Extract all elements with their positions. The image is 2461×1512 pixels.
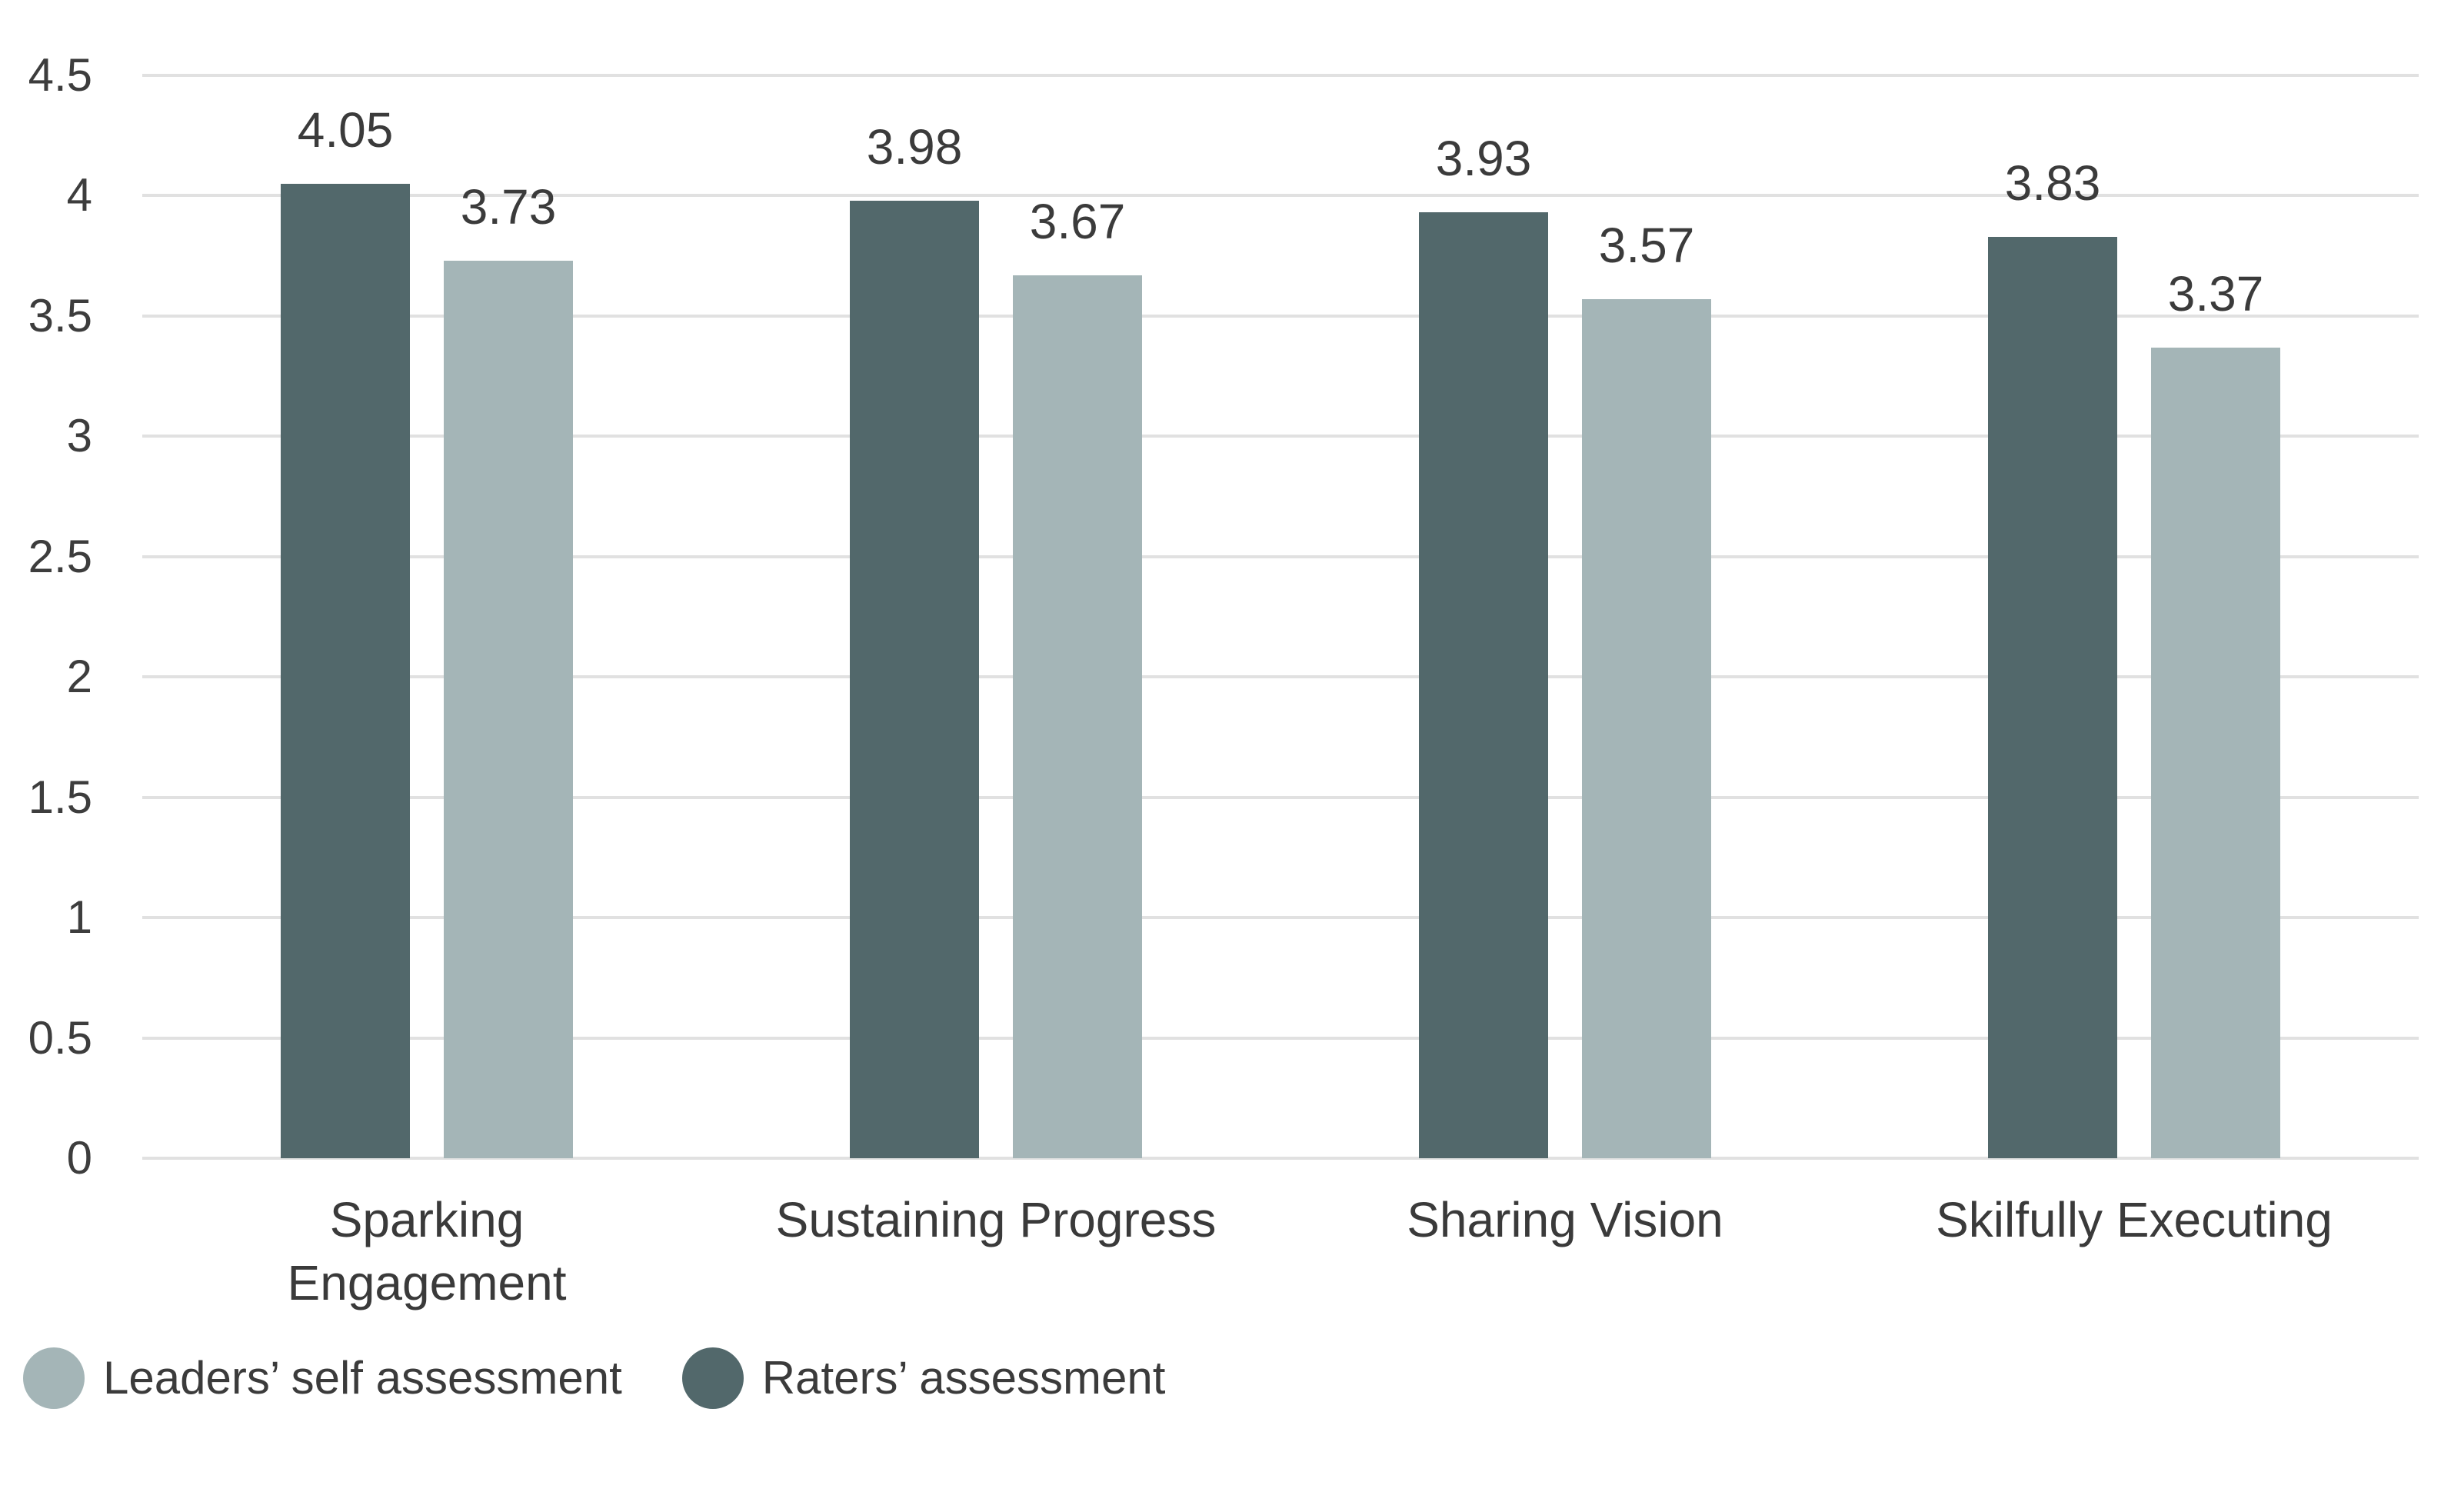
bar-cell: 3.37 <box>2151 269 2280 1158</box>
bar-leaders-self-assessment <box>444 260 573 1158</box>
bar-cell: 3.67 <box>1013 197 1142 1158</box>
bar-raters-assessment <box>281 183 410 1158</box>
x-axis-label-line: Sustaining Progress <box>775 1192 1217 1247</box>
gridline-y-0.5 <box>142 1036 2419 1040</box>
bar-cell: 3.93 <box>1419 134 1548 1158</box>
plot-area: 4.5 4 3.5 3 2.5 2 1.5 1 0.5 0 4.05 3.73 3.98 3.67 3.93… <box>28 52 2419 1181</box>
y-axis-tick-label: 2.5 <box>28 530 92 582</box>
y-axis-tick-label: 0 <box>66 1132 92 1184</box>
bar-group-sparking-engagement: 4.05 3.73 <box>142 105 711 1158</box>
x-axis-label-line: Engagement <box>287 1254 567 1311</box>
bar-group-sharing-vision: 3.93 3.57 <box>1280 134 1850 1158</box>
bar-group-sustaining-progress: 3.98 3.67 <box>711 122 1280 1158</box>
x-axis-label-line: Skilfully Executing <box>1936 1192 2333 1247</box>
y-axis-tick-label: 1.5 <box>28 771 92 823</box>
y-axis-tick-label: 4 <box>66 169 92 221</box>
x-axis-label-line: Sharing Vision <box>1407 1192 1723 1247</box>
bar-cell: 3.73 <box>444 182 573 1158</box>
chart-legend: Leaders’ self assessment Raters’ assessm… <box>23 1347 1165 1409</box>
legend-item-raters-assessment: Raters’ assessment <box>681 1347 1166 1409</box>
y-axis-tick-label: 2 <box>66 651 92 703</box>
gridline-y-4.5 <box>142 74 2419 77</box>
x-axis-category-label: Sparking Engagement <box>142 1189 711 1315</box>
legend-item-leaders-self-assessment: Leaders’ self assessment <box>23 1347 622 1409</box>
bar-cell: 3.83 <box>1988 158 2117 1158</box>
bar-value-label: 3.57 <box>1598 218 1695 273</box>
y-axis-tick-label: 1 <box>66 891 92 944</box>
bar-value-label: 3.93 <box>1435 131 1532 187</box>
bar-value-label: 3.37 <box>2167 265 2264 321</box>
bar-cell: 4.05 <box>281 105 410 1158</box>
gridline-y-0 <box>142 1157 2419 1160</box>
bar-leaders-self-assessment <box>2151 347 2280 1158</box>
y-axis-tick-label: 4.5 <box>28 49 92 101</box>
bar-raters-assessment <box>1419 212 1548 1158</box>
bar-value-label: 3.98 <box>866 118 963 175</box>
bar-cell: 3.98 <box>850 122 979 1158</box>
x-axis-labels: Sparking Engagement Sustaining Progress Sha… <box>142 1189 2419 1320</box>
gridline-y-3.5 <box>142 314 2419 318</box>
x-axis-category-label: Sharing Vision <box>1280 1189 1850 1252</box>
x-axis-label-line: Sparking <box>329 1192 525 1247</box>
gridline-y-4 <box>142 194 2419 198</box>
bar-cell: 3.57 <box>1582 221 1711 1158</box>
y-axis-tick-label: 0.5 <box>28 1011 92 1064</box>
bar-value-label: 3.67 <box>1029 193 1126 249</box>
bar-raters-assessment <box>850 200 979 1158</box>
bar-leaders-self-assessment <box>1013 275 1142 1158</box>
legend-circle-marker-icon <box>23 1347 85 1409</box>
legend-label: Raters’ assessment <box>761 1352 1166 1404</box>
bar-raters-assessment <box>1988 236 2117 1158</box>
legend-circle-marker-icon <box>681 1347 744 1409</box>
bar-value-label: 4.05 <box>297 102 394 158</box>
x-axis-category-label: Sustaining Progress <box>711 1189 1280 1252</box>
bar-leaders-self-assessment <box>1582 299 1711 1158</box>
x-axis-category-label: Skilfully Executing <box>1850 1189 2419 1252</box>
gridline-y-1.5 <box>142 795 2419 799</box>
bar-value-label: 3.83 <box>2004 155 2101 211</box>
legend-label: Leaders’ self assessment <box>103 1352 622 1404</box>
gridline-y-2.5 <box>142 555 2419 558</box>
bar-value-label: 3.73 <box>460 178 557 235</box>
gridline-y-3 <box>142 435 2419 438</box>
gridline-y-2 <box>142 675 2419 679</box>
y-axis-tick-label: 3 <box>66 410 92 462</box>
gridline-y-1 <box>142 916 2419 920</box>
y-axis-tick-label: 3.5 <box>28 289 92 341</box>
bar-group-skilfully-executing: 3.83 3.37 <box>1850 158 2419 1158</box>
